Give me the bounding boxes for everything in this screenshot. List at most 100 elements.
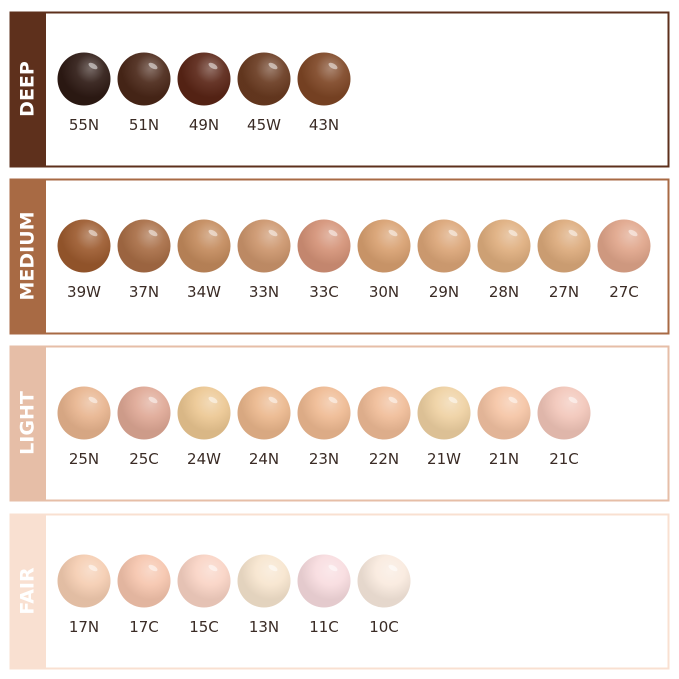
shade-label: 28N bbox=[489, 283, 519, 301]
swatch-gloss bbox=[297, 554, 351, 608]
swatch-highlight bbox=[208, 229, 218, 237]
swatch-highlight bbox=[328, 62, 338, 70]
shade-label: 24W bbox=[187, 450, 221, 468]
swatch-highlight bbox=[88, 396, 98, 404]
group-bar bbox=[10, 12, 46, 167]
swatch-gloss bbox=[297, 386, 351, 440]
swatch-gloss bbox=[57, 219, 111, 273]
swatch-highlight bbox=[388, 229, 398, 237]
swatch-highlight bbox=[268, 62, 278, 70]
swatch-gloss bbox=[357, 219, 411, 273]
swatch-gloss bbox=[57, 386, 111, 440]
shade-label: 37N bbox=[129, 283, 159, 301]
shade-label: 17N bbox=[69, 618, 99, 636]
swatch-gloss bbox=[537, 219, 591, 273]
shade-label: 24N bbox=[249, 450, 279, 468]
swatch-highlight bbox=[448, 229, 458, 237]
swatch-gloss bbox=[237, 219, 291, 273]
swatch-gloss bbox=[237, 386, 291, 440]
group-label: LIGHT bbox=[17, 391, 39, 455]
shade-label: 30N bbox=[369, 283, 399, 301]
swatch-highlight bbox=[268, 229, 278, 237]
swatch-highlight bbox=[148, 564, 158, 572]
swatch-highlight bbox=[208, 396, 218, 404]
swatch-highlight bbox=[268, 396, 278, 404]
swatch-gloss bbox=[597, 219, 651, 273]
swatch-gloss bbox=[357, 386, 411, 440]
group-bar bbox=[10, 346, 46, 501]
swatch-gloss bbox=[417, 219, 471, 273]
swatch-gloss bbox=[57, 554, 111, 608]
swatch-gloss bbox=[117, 554, 171, 608]
shade-label: 21C bbox=[549, 450, 579, 468]
swatch-gloss bbox=[297, 219, 351, 273]
swatch-gloss bbox=[537, 386, 591, 440]
shade-label: 10C bbox=[369, 618, 399, 636]
group-bar bbox=[10, 179, 46, 334]
swatch-gloss bbox=[297, 52, 351, 106]
shade-label: 17C bbox=[129, 618, 159, 636]
swatch-highlight bbox=[208, 564, 218, 572]
shade-label: 33C bbox=[309, 283, 339, 301]
swatch-gloss bbox=[177, 219, 231, 273]
shade-label: 27C bbox=[609, 283, 639, 301]
swatch-gloss bbox=[177, 386, 231, 440]
shade-label: 49N bbox=[189, 116, 219, 134]
shade-label: 11C bbox=[309, 618, 339, 636]
shade-label: 25C bbox=[129, 450, 159, 468]
swatch-highlight bbox=[88, 564, 98, 572]
swatch-highlight bbox=[148, 229, 158, 237]
swatch-highlight bbox=[388, 396, 398, 404]
swatch-highlight bbox=[328, 564, 338, 572]
shade-label: 21W bbox=[427, 450, 461, 468]
swatch-gloss bbox=[117, 386, 171, 440]
swatch-gloss bbox=[117, 52, 171, 106]
shade-label: 25N bbox=[69, 450, 99, 468]
group-bar bbox=[10, 514, 46, 669]
swatch-gloss bbox=[57, 52, 111, 106]
swatch-highlight bbox=[88, 62, 98, 70]
shade-label: 23N bbox=[309, 450, 339, 468]
swatch-highlight bbox=[208, 62, 218, 70]
swatch-highlight bbox=[328, 229, 338, 237]
swatch-highlight bbox=[508, 396, 518, 404]
swatch-highlight bbox=[568, 396, 578, 404]
shade-label: 51N bbox=[129, 116, 159, 134]
shade-label: 27N bbox=[549, 283, 579, 301]
shade-label: 29N bbox=[429, 283, 459, 301]
shade-label: 21N bbox=[489, 450, 519, 468]
shade-label: 33N bbox=[249, 283, 279, 301]
swatch-gloss bbox=[177, 554, 231, 608]
shade-label: 13N bbox=[249, 618, 279, 636]
swatch-highlight bbox=[508, 229, 518, 237]
shade-label: 55N bbox=[69, 116, 99, 134]
swatch-gloss bbox=[477, 386, 531, 440]
shade-label: 34W bbox=[187, 283, 221, 301]
shade-label: 15C bbox=[189, 618, 219, 636]
swatch-gloss bbox=[477, 219, 531, 273]
group-label: FAIR bbox=[17, 567, 39, 615]
swatch-highlight bbox=[88, 229, 98, 237]
swatch-highlight bbox=[268, 564, 278, 572]
swatch-gloss bbox=[417, 386, 471, 440]
swatch-gloss bbox=[177, 52, 231, 106]
shade-label: 45W bbox=[247, 116, 281, 134]
swatch-gloss bbox=[357, 554, 411, 608]
group-label: MEDIUM bbox=[17, 211, 39, 300]
swatch-highlight bbox=[328, 396, 338, 404]
swatch-highlight bbox=[568, 229, 578, 237]
swatch-highlight bbox=[448, 396, 458, 404]
shade-label: 22N bbox=[369, 450, 399, 468]
shade-label: 39W bbox=[67, 283, 101, 301]
swatch-gloss bbox=[117, 219, 171, 273]
shade-label: 43N bbox=[309, 116, 339, 134]
swatch-highlight bbox=[148, 396, 158, 404]
swatch-gloss bbox=[237, 554, 291, 608]
swatch-highlight bbox=[388, 564, 398, 572]
swatch-gloss bbox=[237, 52, 291, 106]
group-label: DEEP bbox=[17, 61, 39, 117]
swatch-highlight bbox=[628, 229, 638, 237]
swatch-highlight bbox=[148, 62, 158, 70]
